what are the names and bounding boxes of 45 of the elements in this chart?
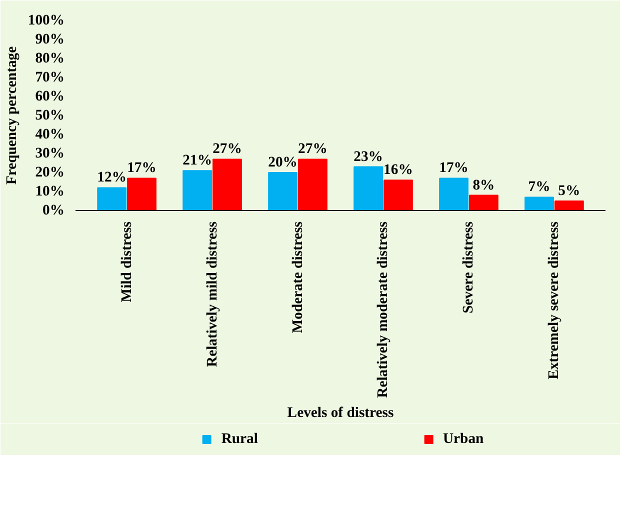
bar <box>268 172 298 210</box>
y-tick-label: 80% <box>35 50 64 66</box>
y-tick-label: 20% <box>35 164 64 180</box>
data-label: 27% <box>212 141 242 158</box>
data-label: 20% <box>268 154 298 170</box>
x-tick-label: Severe distress <box>460 221 477 314</box>
bar <box>524 196 554 210</box>
data-label: 17% <box>439 160 468 176</box>
bar <box>212 158 242 210</box>
data-label: 8% <box>472 177 495 194</box>
y-axis-title: Frequency percentage <box>4 46 20 185</box>
bar <box>298 158 328 210</box>
data-label: 23% <box>354 148 383 165</box>
bar <box>127 178 156 210</box>
data-label: 27% <box>298 141 328 158</box>
data-label: 21% <box>182 152 212 169</box>
x-tick-label: Mild distress <box>118 221 135 302</box>
bar <box>383 180 413 210</box>
data-label: 16% <box>384 162 413 178</box>
y-tick-label: 70% <box>35 70 64 86</box>
y-tick-label: 90% <box>35 32 64 48</box>
x-tick-label: Moderate distress <box>290 221 306 334</box>
bar <box>97 187 127 210</box>
x-tick-label: Extremely severe distress <box>546 221 562 380</box>
legend-label: Rural <box>221 430 258 448</box>
bar <box>354 166 383 210</box>
bar <box>468 194 498 210</box>
data-label: 12% <box>97 170 126 186</box>
y-tick-label: 60% <box>35 88 64 104</box>
bar <box>554 200 584 210</box>
data-label: 7% <box>528 179 550 196</box>
y-tick-label: 10% <box>35 184 64 200</box>
legend-label: Urban <box>442 430 484 448</box>
data-label: 5% <box>558 183 580 199</box>
x-tick-label: Relatively moderate distress <box>375 221 392 398</box>
data-label: 17% <box>127 160 156 176</box>
y-tick-label: 0% <box>42 202 64 218</box>
bar <box>182 170 212 210</box>
y-tick-label: 50% <box>35 108 64 124</box>
bar <box>439 178 468 210</box>
x-tick-label: Relatively mild distress <box>204 221 220 367</box>
y-tick-label: 40% <box>35 126 64 142</box>
y-tick-label: 30% <box>35 146 64 162</box>
x-axis-title: Levels of distress <box>287 404 394 421</box>
y-tick-label: 100% <box>28 12 64 28</box>
